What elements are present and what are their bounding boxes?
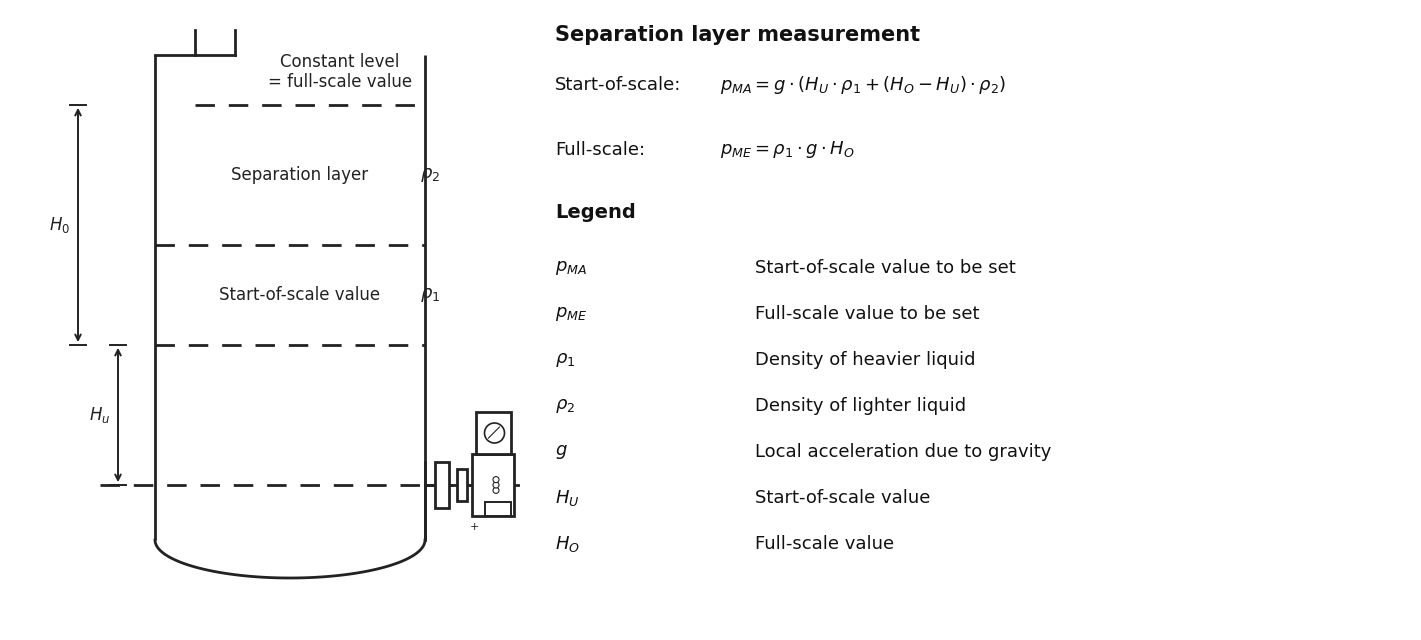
Text: Start-of-scale value: Start-of-scale value: [755, 489, 931, 507]
Text: $H_U$: $H_U$: [556, 488, 580, 508]
Bar: [435, 462, 449, 508]
Text: Full-scale:: Full-scale:: [556, 141, 645, 159]
Text: Start-of-scale value: Start-of-scale value: [219, 286, 381, 304]
Text: $p_{ME}$: $p_{ME}$: [556, 305, 587, 323]
Text: $\rho_1$: $\rho_1$: [421, 286, 441, 304]
Text: $p_{ME} = \rho_1 \cdot g \cdot H_O$: $p_{ME} = \rho_1 \cdot g \cdot H_O$: [720, 140, 854, 161]
Text: Density of lighter liquid: Density of lighter liquid: [755, 397, 966, 415]
Circle shape: [493, 488, 499, 493]
Text: $H_u$: $H_u$: [90, 405, 111, 425]
Text: $\rho_1$: $\rho_1$: [556, 351, 576, 369]
Circle shape: [493, 482, 499, 488]
Text: +: +: [469, 522, 479, 532]
Text: Full-scale value: Full-scale value: [755, 535, 894, 553]
Text: $H_0$: $H_0$: [50, 215, 71, 235]
Bar: [472, 454, 514, 516]
Text: $\rho_2$: $\rho_2$: [556, 397, 576, 415]
Text: Full-scale value to be set: Full-scale value to be set: [755, 305, 979, 323]
Text: Separation layer: Separation layer: [232, 166, 368, 184]
Text: Density of heavier liquid: Density of heavier liquid: [755, 351, 975, 369]
Text: $p_{MA} = g \cdot (H_U \cdot \rho_1 + (H_O - H_U) \cdot \rho_2)$: $p_{MA} = g \cdot (H_U \cdot \rho_1 + (H…: [720, 74, 1006, 96]
Text: Start-of-scale value to be set: Start-of-scale value to be set: [755, 259, 1016, 277]
Text: Legend: Legend: [556, 202, 635, 221]
Text: Start-of-scale:: Start-of-scale:: [556, 76, 682, 94]
Circle shape: [485, 423, 504, 443]
Bar: [476, 412, 512, 454]
Text: $H_O$: $H_O$: [556, 534, 580, 554]
Text: Constant level
= full-scale value: Constant level = full-scale value: [269, 52, 412, 92]
Bar: [485, 502, 512, 516]
Text: $g$: $g$: [556, 443, 568, 461]
Bar: [458, 469, 468, 501]
Circle shape: [493, 477, 499, 483]
Text: Local acceleration due to gravity: Local acceleration due to gravity: [755, 443, 1052, 461]
Text: Separation layer measurement: Separation layer measurement: [556, 25, 921, 45]
Text: $p_{MA}$: $p_{MA}$: [556, 259, 587, 277]
Text: $\rho_2$: $\rho_2$: [421, 166, 441, 184]
